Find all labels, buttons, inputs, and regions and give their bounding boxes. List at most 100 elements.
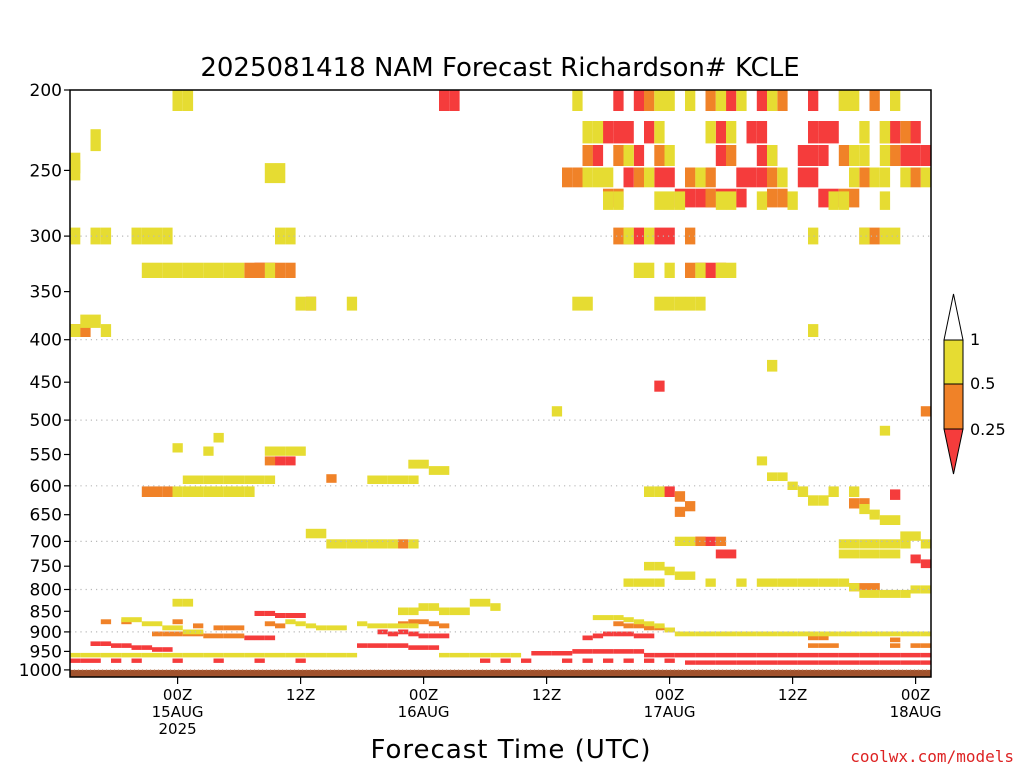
heatmap-cell bbox=[869, 660, 880, 665]
heatmap-cell bbox=[111, 643, 122, 648]
heatmap-cell bbox=[808, 635, 819, 641]
heatmap-cell bbox=[275, 446, 286, 456]
heatmap-cell bbox=[275, 262, 286, 278]
heatmap-cell bbox=[152, 647, 163, 652]
heatmap-cell bbox=[223, 652, 235, 658]
heatmap-cell bbox=[285, 227, 296, 245]
heatmap-cell bbox=[746, 167, 757, 188]
heatmap-cell bbox=[603, 658, 614, 663]
heatmap-cell bbox=[377, 539, 388, 549]
heatmap-cell bbox=[910, 660, 921, 665]
heatmap-cell bbox=[705, 188, 716, 208]
heatmap-cell bbox=[767, 359, 778, 372]
heatmap-cell bbox=[213, 486, 224, 497]
heatmap-cell bbox=[685, 660, 696, 665]
heatmap-cell bbox=[664, 652, 675, 658]
heatmap-cell bbox=[644, 167, 655, 188]
heatmap-cell bbox=[213, 658, 224, 663]
heatmap-cell bbox=[603, 631, 614, 637]
heatmap-cell bbox=[756, 578, 768, 587]
heatmap-cell bbox=[664, 191, 675, 210]
heatmap-cell bbox=[264, 652, 276, 658]
heatmap-cell bbox=[295, 621, 306, 627]
heatmap-cell bbox=[346, 539, 358, 549]
heatmap-cell bbox=[305, 528, 317, 539]
heatmap-cell bbox=[162, 652, 173, 658]
heatmap-cell bbox=[674, 491, 686, 502]
heatmap-cell bbox=[849, 188, 860, 208]
heatmap-cell bbox=[900, 589, 911, 598]
heatmap-cell bbox=[439, 607, 450, 616]
heatmap-cell bbox=[418, 459, 429, 469]
heatmap-cell bbox=[254, 610, 265, 616]
heatmap-cell bbox=[182, 598, 194, 607]
heatmap-cell bbox=[182, 629, 194, 635]
heatmap-cell bbox=[562, 651, 573, 656]
heatmap-cell bbox=[398, 539, 409, 549]
heatmap-cell bbox=[213, 652, 224, 658]
heatmap-cell bbox=[613, 227, 624, 245]
heatmap-cell bbox=[90, 641, 101, 646]
heatmap-cell bbox=[644, 486, 655, 497]
heatmap-cell bbox=[633, 167, 645, 188]
heatmap-cell bbox=[890, 489, 901, 500]
heatmap-cell bbox=[726, 90, 737, 111]
heatmap-cell bbox=[695, 660, 706, 665]
heatmap-cell bbox=[623, 623, 634, 629]
heatmap-cell bbox=[674, 536, 686, 546]
heatmap-cell bbox=[849, 631, 860, 637]
heatmap-cell bbox=[275, 623, 286, 629]
heatmap-cell bbox=[141, 645, 153, 650]
heatmap-cell bbox=[654, 623, 665, 629]
heatmap-cell bbox=[715, 121, 727, 144]
heatmap-cell bbox=[869, 227, 880, 245]
y-tick-label: 950 bbox=[30, 642, 62, 662]
y-tick-label: 750 bbox=[30, 557, 62, 577]
heatmap-cell bbox=[162, 486, 173, 497]
heatmap-cell bbox=[674, 296, 686, 311]
heatmap-cell bbox=[859, 227, 870, 245]
heatmap-cell bbox=[859, 498, 870, 509]
heatmap-cell bbox=[879, 167, 891, 188]
heatmap-cell bbox=[838, 145, 850, 166]
heatmap-cell bbox=[828, 660, 839, 665]
heatmap-cell bbox=[715, 191, 727, 210]
heatmap-cell bbox=[726, 191, 737, 210]
heatmap-cell bbox=[910, 554, 921, 564]
heatmap-cell bbox=[869, 509, 880, 520]
heatmap-cell bbox=[828, 652, 839, 658]
heatmap-cell bbox=[869, 583, 880, 592]
heatmap-cell bbox=[777, 472, 788, 481]
heatmap-cell bbox=[654, 561, 665, 571]
heatmap-cell bbox=[90, 129, 101, 152]
heatmap-cell bbox=[244, 652, 255, 658]
heatmap-cell bbox=[193, 475, 204, 484]
heatmap-cell bbox=[398, 643, 409, 648]
heatmap-cell bbox=[264, 456, 276, 466]
heatmap-cell bbox=[644, 658, 655, 663]
y-tick-label: 600 bbox=[30, 477, 62, 497]
heatmap-cell bbox=[787, 652, 798, 658]
heatmap-cell bbox=[633, 227, 645, 245]
heatmap-cell bbox=[808, 121, 819, 144]
heatmap-cell bbox=[920, 167, 932, 188]
heatmap-cell bbox=[203, 262, 214, 278]
heatmap-cell bbox=[613, 191, 624, 210]
heatmap-cell bbox=[685, 652, 696, 658]
heatmap-cell bbox=[408, 631, 419, 637]
heatmap-cell bbox=[890, 549, 901, 559]
heatmap-cell bbox=[685, 227, 696, 245]
heatmap-cell bbox=[920, 643, 932, 648]
heatmap-cell bbox=[182, 486, 194, 497]
heatmap-cell bbox=[285, 619, 296, 625]
heatmap-cell bbox=[234, 652, 245, 658]
heatmap-cell bbox=[152, 621, 163, 627]
y-tick-label: 850 bbox=[30, 602, 62, 622]
heatmap-cell bbox=[685, 631, 696, 637]
heatmap-cell bbox=[193, 486, 204, 497]
heatmap-cell bbox=[715, 652, 727, 658]
heatmap-cell bbox=[623, 617, 634, 623]
heatmap-cell bbox=[859, 660, 870, 665]
heatmap-cell bbox=[818, 631, 829, 637]
heatmap-cell bbox=[736, 90, 747, 111]
